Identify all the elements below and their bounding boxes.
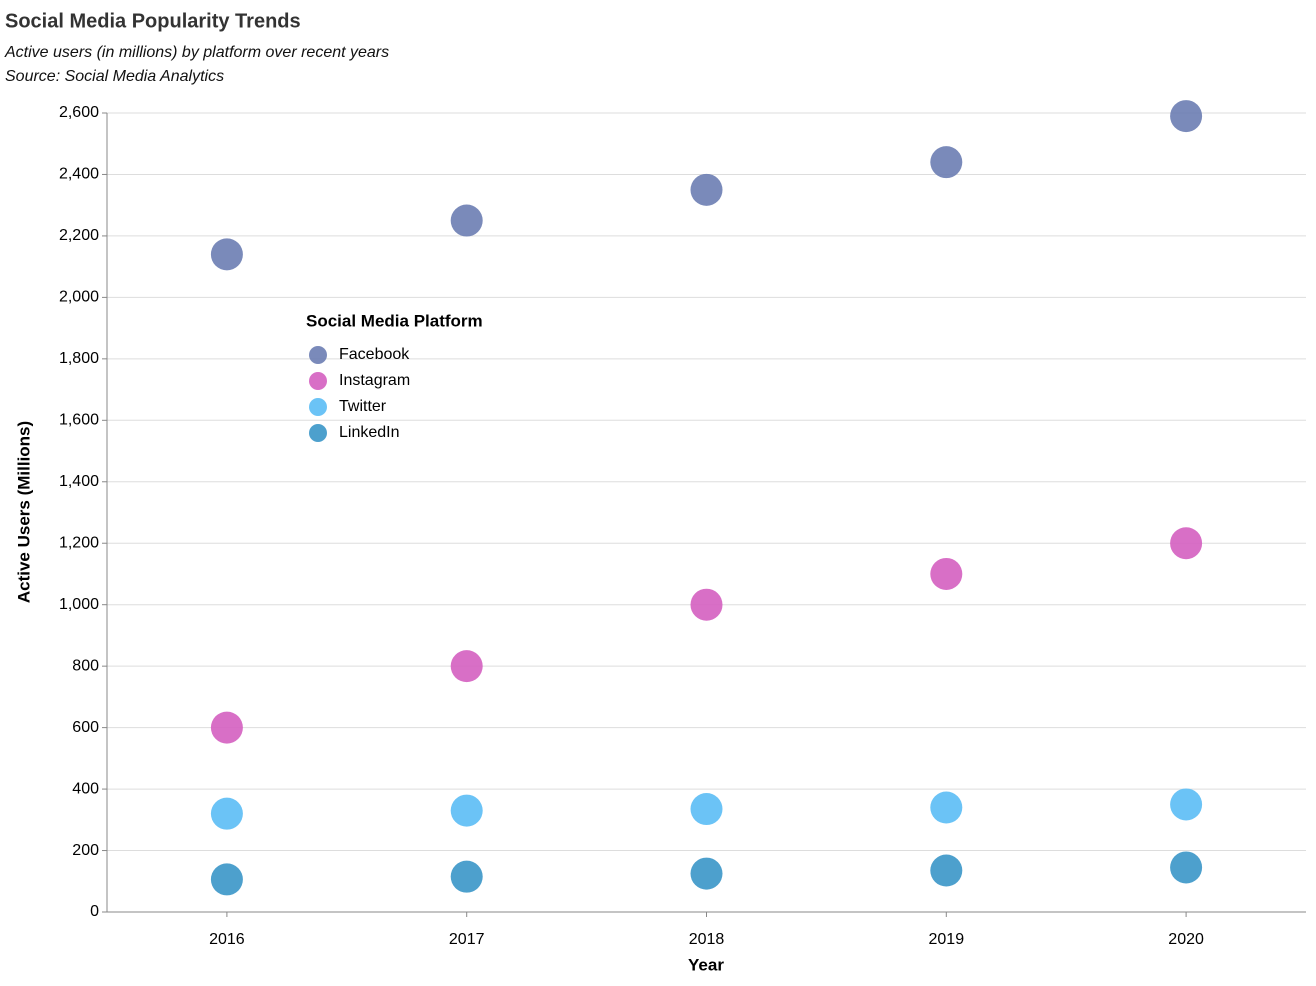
y-tick-label: 0 bbox=[90, 903, 99, 920]
y-tick-label: 1,600 bbox=[59, 412, 99, 429]
y-tick-label: 2,400 bbox=[59, 166, 99, 183]
point bbox=[210, 711, 243, 744]
point bbox=[690, 793, 723, 826]
chart-subtitle: Source: Social Media Analytics bbox=[5, 68, 224, 85]
point bbox=[1170, 788, 1203, 821]
point bbox=[1170, 100, 1203, 133]
legend-label: Facebook bbox=[339, 346, 410, 363]
legend-label: LinkedIn bbox=[339, 424, 400, 441]
point bbox=[450, 204, 483, 237]
x-tick-label: 2018 bbox=[689, 931, 725, 948]
y-tick-label: 200 bbox=[72, 842, 99, 859]
x-tick-label: 2016 bbox=[209, 931, 245, 948]
y-tick-label: 800 bbox=[72, 657, 99, 674]
point bbox=[210, 797, 243, 830]
point bbox=[210, 863, 243, 896]
point bbox=[1170, 527, 1203, 560]
point bbox=[1170, 851, 1203, 884]
point bbox=[690, 173, 723, 206]
y-axis-title: Active Users (Millions) bbox=[14, 421, 33, 603]
x-tick-label: 2019 bbox=[929, 931, 965, 948]
y-tick-label: 2,600 bbox=[59, 104, 99, 121]
legend-symbol bbox=[309, 372, 327, 390]
y-tick-label: 2,000 bbox=[59, 289, 99, 306]
chart-title: Social Media Popularity Trends bbox=[5, 10, 301, 32]
legend-symbol bbox=[309, 398, 327, 416]
point bbox=[450, 650, 483, 683]
legend-label: Twitter bbox=[339, 398, 387, 415]
y-tick-label: 600 bbox=[72, 719, 99, 736]
legend-symbol bbox=[309, 424, 327, 442]
point bbox=[450, 794, 483, 827]
x-axis-title: Year bbox=[688, 955, 724, 974]
x-tick-label: 2020 bbox=[1168, 931, 1204, 948]
legend-symbol bbox=[309, 346, 327, 364]
point bbox=[930, 557, 963, 590]
legend-label: Instagram bbox=[339, 372, 410, 389]
y-tick-label: 1,200 bbox=[59, 534, 99, 551]
point bbox=[690, 857, 723, 890]
y-tick-label: 400 bbox=[72, 780, 99, 797]
y-tick-label: 2,200 bbox=[59, 227, 99, 244]
point bbox=[690, 588, 723, 621]
point bbox=[210, 238, 243, 271]
y-tick-label: 1,800 bbox=[59, 350, 99, 367]
point bbox=[450, 860, 483, 893]
point bbox=[930, 854, 963, 887]
legend-title: Social Media Platform bbox=[306, 311, 483, 330]
x-tick-label: 2017 bbox=[449, 931, 485, 948]
y-tick-label: 1,400 bbox=[59, 473, 99, 490]
point bbox=[930, 791, 963, 824]
point bbox=[930, 146, 963, 179]
y-tick-label: 1,000 bbox=[59, 596, 99, 613]
chart-subtitle: Active users (in millions) by platform o… bbox=[4, 44, 389, 61]
